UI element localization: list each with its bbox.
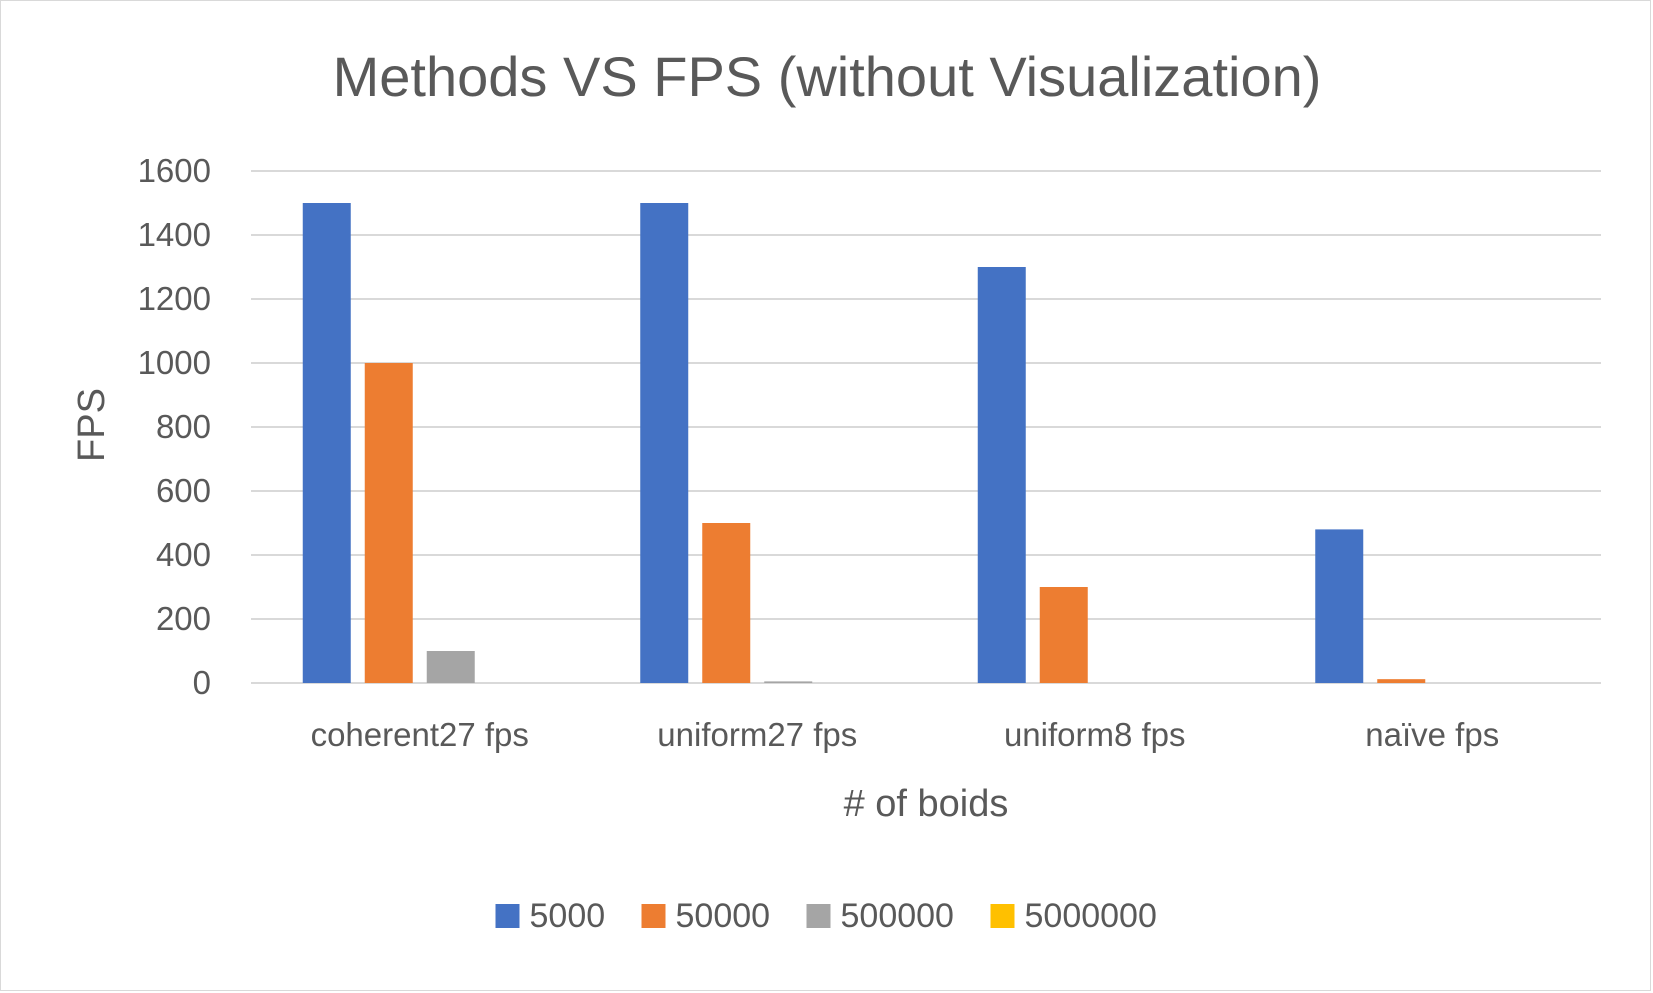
bar-50000-2: [1039, 587, 1088, 683]
y-tick-label: 1200: [138, 280, 211, 317]
y-tick-label: 1400: [138, 216, 211, 253]
bar-50000-3: [1377, 679, 1426, 683]
legend-swatch: [495, 904, 520, 928]
legend-item-500000: 500000: [806, 897, 954, 935]
x-tick-label: naïve fps: [1365, 716, 1499, 753]
bar-5000-3: [1315, 529, 1364, 683]
chart-title: Methods VS FPS (without Visualization): [333, 45, 1322, 108]
y-tick-label: 200: [156, 600, 211, 637]
y-axis-title: FPS: [71, 388, 113, 462]
y-axis-ticks: 0 200 400 600 800 1000 1200 1400 1600: [138, 152, 211, 701]
y-tick-label: 1000: [138, 344, 211, 381]
legend-swatch: [641, 904, 666, 928]
legend-label: 5000: [530, 897, 606, 935]
x-axis-title: # of boids: [844, 783, 1009, 825]
legend: 5000 50000 500000 5000000: [495, 897, 1157, 935]
legend-item-5000000: 5000000: [990, 897, 1157, 935]
bar-5000-1: [640, 203, 689, 683]
x-tick-label: uniform8 fps: [1004, 716, 1186, 753]
legend-swatch: [806, 904, 831, 928]
x-axis-ticks: coherent27 fps uniform27 fps uniform8 fps n…: [311, 716, 1500, 753]
bar-5000-0: [302, 203, 351, 683]
bar-50000-0: [364, 363, 413, 683]
legend-label: 50000: [676, 897, 771, 935]
bar-500000-0: [426, 651, 475, 683]
x-tick-label: uniform27 fps: [657, 716, 857, 753]
x-tick-label: coherent27 fps: [311, 716, 529, 753]
y-tick-label: 0: [193, 664, 211, 701]
legend-label: 500000: [841, 897, 954, 935]
y-tick-label: 800: [156, 408, 211, 445]
legend-swatch: [990, 904, 1015, 928]
y-tick-label: 400: [156, 536, 211, 573]
y-tick-label: 600: [156, 472, 211, 509]
bars: [302, 203, 1426, 683]
legend-label: 5000000: [1025, 897, 1157, 935]
bar-5000-2: [977, 267, 1026, 683]
bar-50000-1: [702, 523, 751, 683]
bar-500000-1: [764, 681, 813, 683]
gridlines: [251, 170, 1601, 684]
y-tick-label: 1600: [138, 152, 211, 189]
legend-item-50000: 50000: [641, 897, 771, 935]
legend-item-5000: 5000: [495, 897, 606, 935]
